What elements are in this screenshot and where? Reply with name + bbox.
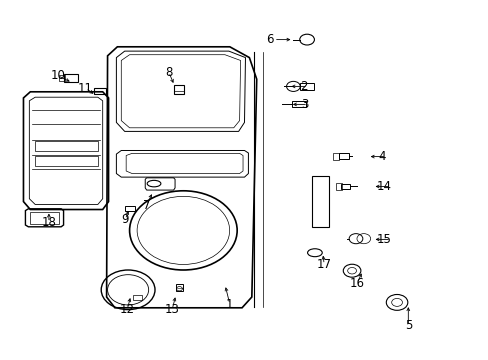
Text: 14: 14 (375, 180, 390, 193)
Text: 6: 6 (266, 33, 273, 46)
Text: 1: 1 (225, 298, 233, 311)
Text: 4: 4 (378, 150, 386, 163)
Text: 13: 13 (164, 303, 179, 316)
Text: 8: 8 (164, 66, 172, 78)
Text: 17: 17 (316, 258, 331, 271)
Text: 18: 18 (41, 216, 56, 229)
Text: 9: 9 (121, 213, 129, 226)
Text: 16: 16 (349, 277, 364, 290)
Text: 12: 12 (120, 303, 134, 316)
Text: 3: 3 (300, 98, 307, 111)
Text: 11: 11 (78, 82, 93, 95)
Text: 2: 2 (300, 80, 307, 93)
Text: 15: 15 (376, 233, 390, 246)
Text: 10: 10 (50, 69, 65, 82)
Text: 5: 5 (404, 319, 411, 332)
Text: 7: 7 (142, 199, 150, 212)
